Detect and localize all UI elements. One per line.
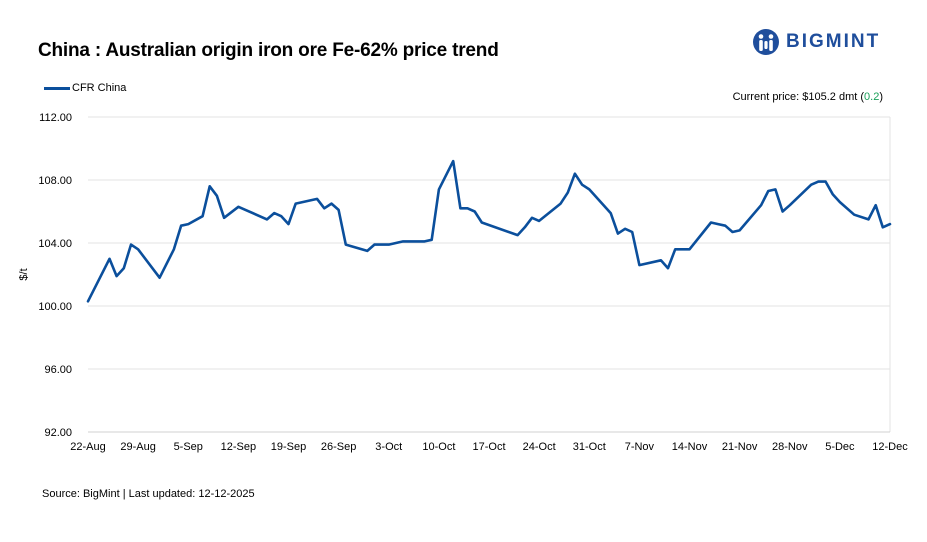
x-tick-label: 3-Oct xyxy=(375,441,402,453)
chart-legend: CFR China xyxy=(44,82,126,94)
y-tick-label: 96.00 xyxy=(44,364,72,376)
legend-label: CFR China xyxy=(72,82,127,94)
x-tick-label: 22-Aug xyxy=(70,441,105,453)
brand-logo: BIGMINT xyxy=(752,28,880,56)
brand-name: BIGMINT xyxy=(786,31,881,52)
series-line-cfr-china xyxy=(86,159,892,303)
x-tick-label: 26-Sep xyxy=(321,441,356,453)
x-tick-label: 19-Sep xyxy=(271,441,306,453)
chart-title: China : Australian origin iron ore Fe-62… xyxy=(38,40,499,61)
x-tick-label: 21-Nov xyxy=(722,441,758,453)
x-tick-label: 17-Oct xyxy=(472,441,505,453)
x-tick-label: 5-Sep xyxy=(174,441,203,453)
x-tick-label: 24-Oct xyxy=(523,441,556,453)
axis-layer: 92.00 96.00 100.00 104.00 108.00 112.00 22-Aug… xyxy=(18,112,908,453)
current-price-change: 0.2 xyxy=(864,91,880,103)
y-tick-label: 100.00 xyxy=(38,301,72,313)
current-price-suffix: ) xyxy=(879,91,883,103)
source-note: Source: BigMint | Last updated: 12-12-20… xyxy=(42,488,255,500)
x-tick-label: 14-Nov xyxy=(672,441,708,453)
x-tick-label: 29-Aug xyxy=(120,441,155,453)
current-price: Current price: $105.2 dmt (0.2) xyxy=(733,91,883,103)
series-layer xyxy=(86,159,892,303)
legend-swatch xyxy=(44,86,70,90)
x-tick-label: 28-Nov xyxy=(772,441,808,453)
x-tick-label: 31-Oct xyxy=(573,441,606,453)
x-tick-label: 5-Dec xyxy=(825,441,855,453)
current-price-label: Current price: $105.2 dmt ( xyxy=(732,91,865,103)
x-tick-label: 10-Oct xyxy=(422,441,455,453)
y-tick-label: 108.00 xyxy=(38,175,72,187)
x-tick-label: 7-Nov xyxy=(625,441,655,453)
bigmint-people-logo-icon xyxy=(753,29,779,55)
y-tick-label: 104.00 xyxy=(38,238,72,250)
y-tick-label: 112.00 xyxy=(39,112,72,124)
y-axis-label: $/t xyxy=(18,268,30,280)
y-tick-label: 92.00 xyxy=(44,427,72,439)
x-tick-label: 12-Sep xyxy=(221,441,256,453)
x-tick-label: 12-Dec xyxy=(872,441,908,453)
grid-layer xyxy=(88,116,891,433)
